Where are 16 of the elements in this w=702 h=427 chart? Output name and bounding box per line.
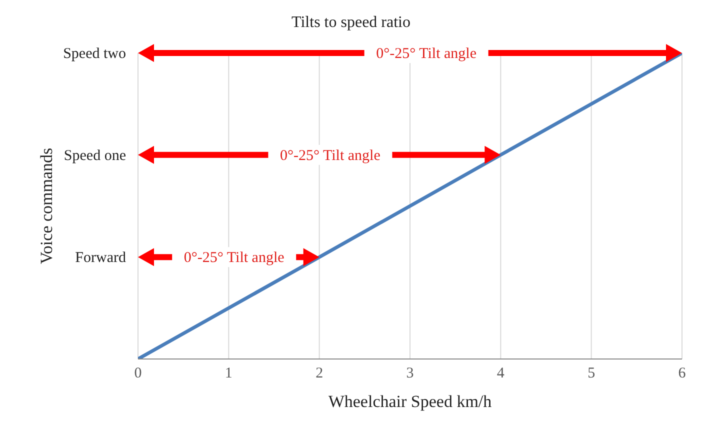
x-tick-label: 3 xyxy=(406,366,414,382)
text: Speed one xyxy=(64,148,126,164)
x-tick-label: 0 xyxy=(134,366,142,382)
y-axis-title: Voice commands xyxy=(37,148,56,264)
annotation: 0°-25° Tilt angle xyxy=(184,250,285,266)
x-tick-label: 1 xyxy=(224,366,232,382)
chart-title: Tilts to speed ratio xyxy=(290,14,412,32)
x-tick-label: 2 xyxy=(316,366,324,382)
annotation: 0°-25° Tilt angle xyxy=(280,148,381,164)
annotation: 0°-25° Tilt angle xyxy=(376,46,477,62)
x-tick-label: 6 xyxy=(678,366,686,382)
x-axis-title: Wheelchair Speed km/h xyxy=(328,392,492,411)
text: Forward xyxy=(75,250,126,266)
x-tick-label: 4 xyxy=(496,366,505,382)
x-tick-label: 5 xyxy=(588,366,596,382)
text: Speed two xyxy=(63,46,126,62)
